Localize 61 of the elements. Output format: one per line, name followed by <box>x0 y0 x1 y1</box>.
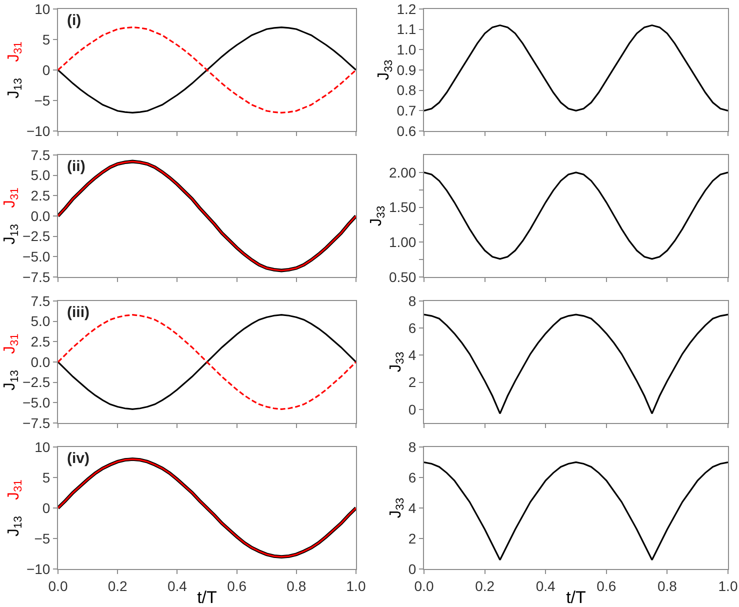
y-tick-label: 10 <box>34 438 50 455</box>
y-tick-label: 1.1 <box>396 21 416 38</box>
y-tick-label: 10 <box>34 0 50 17</box>
x-tick-label: 0.6 <box>596 578 616 594</box>
y-tick-label: 5.0 <box>30 167 50 184</box>
y-tick-label: 0 <box>408 560 416 577</box>
y-tick-label: 2 <box>408 374 416 390</box>
y-tick-label: 1.0 <box>396 42 416 58</box>
annotation: (i) <box>67 12 82 29</box>
y-tick-label: 0.6 <box>396 122 416 139</box>
x-tick-label: 0.2 <box>475 578 495 594</box>
y-tick-label: 2.5 <box>30 334 50 350</box>
y-tick-label: 0.0 <box>30 354 50 370</box>
y-tick-label: 0 <box>42 500 50 516</box>
y-tick-label: −10 <box>26 560 50 577</box>
x-tick-label: 0.4 <box>536 578 556 594</box>
y-tick-label: −7.5 <box>22 414 50 431</box>
y-tick-label: 4 <box>408 347 416 364</box>
y-tick-label: 8 <box>408 438 416 455</box>
x-tick-label: 0.8 <box>286 578 306 594</box>
y-tick-label: 0.50 <box>388 268 416 285</box>
y-tick-label: 0 <box>408 401 416 418</box>
x-tick-label: 1.0 <box>346 578 366 594</box>
y-tick-label: −10 <box>26 122 50 139</box>
y-tick-label: 5 <box>42 469 50 486</box>
y-tick-label: 2.00 <box>388 164 416 180</box>
y-tick-label: 6 <box>408 320 416 336</box>
y-tick-label: 0.9 <box>396 62 416 78</box>
y-tick-label: 2 <box>408 530 416 546</box>
y-tick-label: −2.5 <box>22 374 50 390</box>
y-tick-label: 8 <box>408 292 416 309</box>
y-tick-label: 6 <box>408 469 416 486</box>
y-tick-label: 5.0 <box>30 313 50 330</box>
y-tick-label: −5.0 <box>22 248 50 265</box>
annotation: (iii) <box>67 304 90 321</box>
y-tick-label: 4 <box>408 500 416 516</box>
annotation: (ii) <box>67 158 86 175</box>
y-tick-label: 0.7 <box>396 102 416 119</box>
x-tick-label: 1.0 <box>718 578 738 594</box>
y-tick-label: 0.8 <box>396 82 416 98</box>
y-tick-label: 0 <box>42 62 50 78</box>
y-tick-label: −5 <box>34 530 50 546</box>
x-axis-title: t/T <box>197 588 217 607</box>
y-tick-label: −5.0 <box>22 394 50 411</box>
x-tick-label: 0.6 <box>227 578 247 594</box>
y-tick-label: 7.5 <box>30 146 50 163</box>
y-tick-label: −5 <box>34 92 50 108</box>
x-tick-label: 0.8 <box>657 578 678 594</box>
y-tick-label: 1.50 <box>388 199 416 216</box>
y-tick-label: 1.00 <box>388 234 416 250</box>
annotation: (iv) <box>67 450 90 467</box>
x-tick-label: 0.2 <box>108 578 128 594</box>
y-tick-label: −2.5 <box>22 228 50 244</box>
y-tick-label: 1.2 <box>396 0 416 17</box>
y-tick-label: 0.0 <box>30 208 50 224</box>
y-tick-label: 7.5 <box>30 292 50 309</box>
y-tick-label: 5 <box>42 31 50 48</box>
y-tick-label: −7.5 <box>22 268 50 285</box>
y-tick-label: 2.5 <box>30 188 50 204</box>
x-tick-label: 0.4 <box>167 578 188 594</box>
x-axis-title: t/T <box>566 588 586 607</box>
